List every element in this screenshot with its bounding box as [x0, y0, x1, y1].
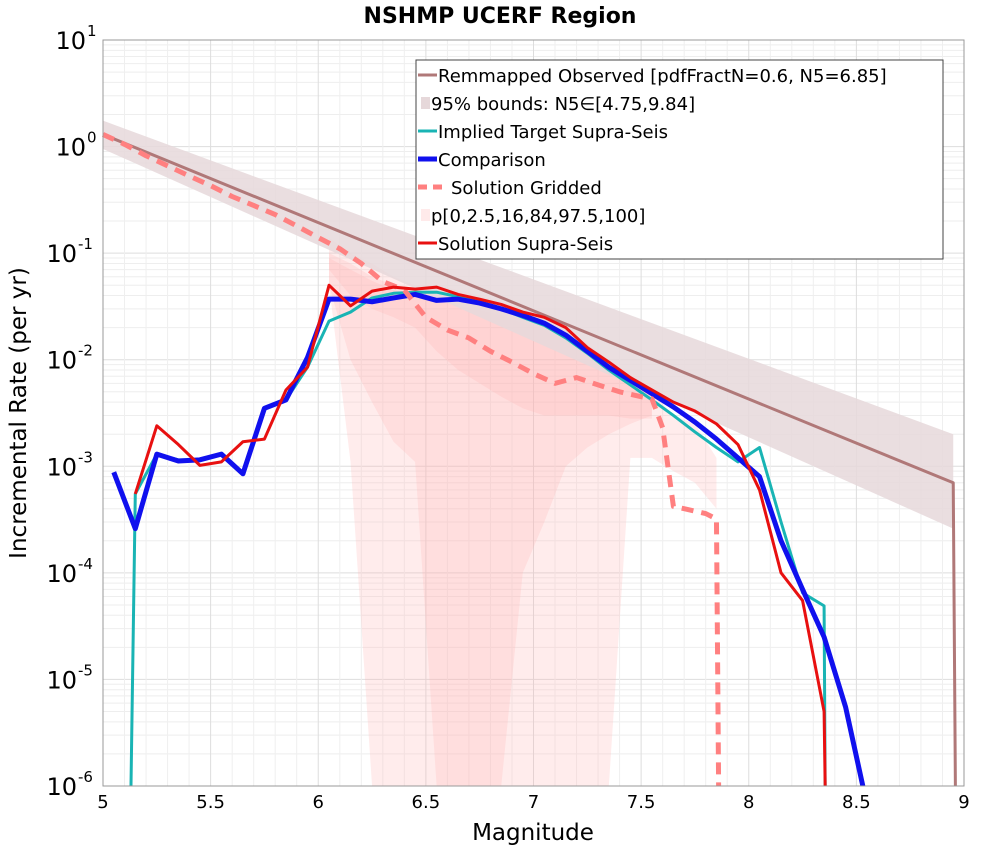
y-tick-exponent: -2 — [78, 342, 93, 360]
y-tick-label: 10 -4 — [46, 555, 93, 588]
y-tick-base: 10 — [55, 134, 86, 162]
y-tick-label: 10 -1 — [46, 235, 93, 268]
y-tick-label: 10 0 — [55, 129, 96, 162]
series-line-0 — [102, 133, 957, 787]
legend: Remmapped Observed [pdfFractN=0.6, N5=6.… — [415, 59, 944, 260]
y-tick-base: 10 — [46, 240, 77, 268]
legend-label: Comparison — [438, 150, 546, 171]
x-tick-label: 7.5 — [627, 792, 656, 813]
legend-label: Solution Gridded — [451, 178, 602, 199]
y-tick-label: 10 -2 — [46, 342, 93, 375]
series-line-4 — [101, 132, 722, 787]
series-line-3 — [111, 291, 866, 787]
y-tick-exponent: -6 — [78, 768, 93, 786]
y-tick-label: 10 1 — [55, 22, 96, 55]
x-tick-label: 5.5 — [196, 792, 225, 813]
y-tick-exponent: -5 — [78, 661, 93, 679]
y-tick-exponent: 0 — [87, 129, 97, 147]
legend-swatch — [421, 97, 430, 109]
legend-label: 95% bounds: N5∈[4.75,9.84] — [431, 94, 695, 115]
y-tick-base: 10 — [46, 773, 77, 801]
x-tick-label: 8.5 — [842, 792, 871, 813]
x-tick-label: 9 — [958, 792, 969, 813]
x-ticks: 5 5.5 6 6.5 7 7.5 8 8.5 9 — [97, 792, 969, 813]
y-tick-exponent: -4 — [78, 555, 93, 573]
x-tick-label: 7 — [528, 792, 539, 813]
x-tick-label: 6 — [313, 792, 324, 813]
y-tick-exponent: -1 — [78, 235, 93, 253]
percentile-band-1 — [329, 253, 652, 787]
x-tick-label: 6.5 — [412, 792, 441, 813]
legend-label: Implied Target Supra-Seis — [438, 122, 668, 143]
x-axis-title: Magnitude — [472, 820, 594, 846]
y-axis-title: Incremental Rate (per yr) — [6, 267, 32, 559]
y-tick-label: 10 -6 — [46, 768, 93, 801]
legend-label: p[0,2.5,16,84,97.5,100] — [431, 206, 645, 227]
y-tick-label: 10 -3 — [46, 448, 93, 481]
series-line-5 — [133, 283, 827, 787]
legend-label: Solution Supra-Seis — [438, 234, 613, 255]
x-tick-label: 5 — [97, 792, 108, 813]
legend-box — [415, 59, 944, 260]
chart-title: NSHMP UCERF Region — [364, 4, 637, 29]
y-tick-exponent: -3 — [78, 448, 93, 466]
legend-swatch — [421, 209, 430, 221]
series-lines — [101, 132, 957, 787]
y-tick-exponent: 1 — [87, 22, 97, 40]
y-tick-base: 10 — [46, 453, 77, 481]
y-tick-base: 10 — [46, 560, 77, 588]
x-tick-label: 8 — [743, 792, 754, 813]
plot-frame — [102, 39, 965, 787]
y-tick-base: 10 — [46, 666, 77, 694]
y-tick-label: 10 -5 — [46, 661, 93, 694]
y-tick-base: 10 — [46, 347, 77, 375]
legend-label: Remmapped Observed [pdfFractN=0.6, N5=6.… — [438, 66, 887, 87]
y-tick-base: 10 — [55, 27, 86, 55]
